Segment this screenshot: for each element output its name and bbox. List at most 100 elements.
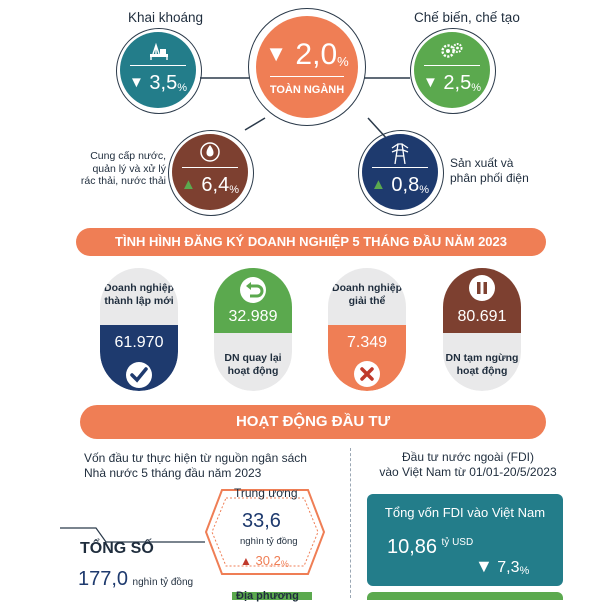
card-label-line: giải thể (348, 295, 386, 307)
investment-banner: HOẠT ĐỘNG ĐẦU TƯ (80, 405, 546, 439)
card-label-line: DN quay lại (224, 352, 282, 364)
card-label: DN quay lại hoạt động (214, 352, 292, 378)
card-paused-companies: 80.691 DN tạm ngừng hoạt động (443, 268, 521, 391)
fdi-unit: tỷ USD (441, 537, 474, 548)
registration-banner-text: TÌNH HÌNH ĐĂNG KÝ DOANH NGHIỆP 5 THÁNG Đ… (115, 234, 507, 249)
water-drop-icon (200, 139, 220, 168)
central-unit: nghìn tỷ đồng (240, 536, 298, 547)
electricity-label-line: Sản xuất và (450, 156, 514, 170)
water-unit: % (229, 184, 239, 196)
fdi-change: 7,3 (497, 559, 520, 576)
card-label: DN tạm ngừng hoạt động (443, 352, 521, 378)
card-new-companies: Doanh nghiệp thành lập mới 61.970 (100, 268, 178, 391)
processing-value: 2,5 (443, 72, 472, 94)
card-label-line: Doanh nghiệp (104, 282, 174, 294)
water-label-line: quản lý và xử lý (92, 162, 166, 175)
water-divider (182, 167, 238, 168)
card-value: 80.691 (457, 308, 507, 325)
total-label: TOÀN NGÀNH (269, 84, 345, 96)
return-arrow-icon (239, 276, 267, 309)
central-change: 30,2 (255, 553, 281, 568)
card-label-line: DN tạm ngừng (445, 352, 519, 364)
card-label-line: hoạt động (227, 365, 279, 377)
down-triangle-icon: ▼ (128, 74, 144, 91)
total-unit: % (337, 54, 349, 69)
card-label-line: Doanh nghiệp (332, 282, 402, 294)
processing-ring (410, 28, 496, 114)
fdi-box: Tổng vốn FDI vào Việt Nam 10,86 tỷ USD ▼… (367, 494, 563, 586)
fdi-title-line: vào Việt Nam từ 01/01-20/5/2023 (379, 465, 557, 479)
electricity-label-line: phân phối điện (450, 171, 529, 185)
mining-value: 3,5 (149, 72, 178, 94)
card-label-line: hoạt động (456, 365, 508, 377)
processing-unit: % (471, 82, 481, 94)
total-label-text: TỔNG SỐ (80, 540, 154, 557)
fdi-box-title: Tổng vốn FDI vào Việt Nam (384, 505, 546, 520)
total-divider (270, 76, 344, 77)
up-triangle-icon: ▲ (370, 176, 386, 193)
fdi-value: 10,86 (387, 536, 438, 558)
fdi-change-unit: % (519, 565, 530, 577)
processing-divider (424, 65, 480, 66)
pause-icon (468, 274, 496, 307)
total-value-row: 177,0 nghìn tỷ đồng (78, 568, 193, 591)
total-industry-circle: ▼ 2,0% TOÀN NGÀNH (256, 16, 358, 118)
water-label: Cung cấp nước, quản lý và xử lý rác thải… (80, 150, 166, 188)
state-budget-total-value: 177,0 (78, 568, 129, 590)
down-triangle-icon: ▼ (265, 41, 288, 66)
card-dissolved-companies: Doanh nghiệp giải thể 7.349 (328, 268, 406, 391)
investment-banner-text: HOẠT ĐỘNG ĐẦU TƯ (235, 413, 391, 430)
electricity-value-row: ▲ 0,8% (362, 174, 438, 197)
up-triangle-icon: ▲ (240, 554, 252, 568)
card-label: Doanh nghiệp thành lập mới (100, 282, 178, 308)
mining-label: Khai khoáng (128, 10, 204, 25)
fdi-change-row: ▼ 7,3% (475, 556, 529, 577)
local-label: Địa phương (236, 590, 299, 602)
electricity-label: Sản xuất và phân phối điện (450, 156, 529, 186)
section-divider (350, 448, 351, 598)
central-change-unit: % (280, 559, 289, 569)
card-value: 61.970 (114, 334, 164, 351)
electricity-unit: % (419, 184, 429, 196)
water-value: 6,4 (201, 174, 230, 196)
water-value-row: ▲ 6,4% (172, 174, 248, 197)
gears-icon (440, 41, 464, 66)
total-ring (248, 8, 366, 126)
fdi-title-line: Đầu tư nước ngoài (FDI) (402, 450, 534, 464)
x-mark-icon (353, 360, 381, 391)
state-budget-title: Vốn đầu tư thực hiện từ nguồn ngân sách … (84, 451, 307, 481)
water-label-line: Cung cấp nước, (90, 150, 166, 162)
central-label: Trung ương (234, 486, 298, 500)
card-label: Doanh nghiệp giải thể (328, 282, 406, 308)
card-returning-companies: 32.989 DN quay lại hoạt động (214, 268, 292, 391)
electricity-ring (358, 130, 444, 216)
mining-ring (116, 28, 202, 114)
power-tower-icon (389, 140, 411, 169)
electricity-divider (372, 167, 428, 168)
processing-value-row: ▼ 2,5% (414, 72, 490, 95)
card-value: 7.349 (346, 334, 388, 351)
water-circle: ▲ 6,4% (172, 134, 248, 210)
total-value: 2,0 (295, 38, 338, 71)
water-ring (168, 130, 254, 216)
card-label-line: thành lập mới (104, 295, 174, 307)
mining-divider (130, 65, 186, 66)
checkmark-icon (123, 360, 155, 391)
up-triangle-icon: ▲ (180, 176, 196, 193)
down-triangle-icon: ▼ (475, 556, 493, 576)
fdi-value-row: 10,86 tỷ USD (387, 536, 473, 559)
electricity-value: 0,8 (391, 174, 420, 196)
state-budget-total-unit: nghìn tỷ đồng (132, 577, 194, 588)
central-value: 33,6 (242, 510, 281, 532)
state-budget-title-line: Nhà nước 5 tháng đầu năm 2023 (84, 466, 262, 480)
processing-circle: ▼ 2,5% (414, 32, 490, 108)
fdi-next-box-edge (367, 592, 563, 600)
processing-label: Chế biến, chế tạo (414, 10, 520, 25)
water-label-line: rác thải, nước thải (80, 175, 166, 187)
state-budget-title-line: Vốn đầu tư thực hiện từ nguồn ngân sách (84, 451, 307, 465)
mining-value-row: ▼ 3,5% (120, 72, 196, 95)
mining-unit: % (177, 82, 187, 94)
mining-circle: ▼ 3,5% (120, 32, 196, 108)
electricity-circle: ▲ 0,8% (362, 134, 438, 210)
fdi-title: Đầu tư nước ngoài (FDI) vào Việt Nam từ … (368, 450, 568, 480)
